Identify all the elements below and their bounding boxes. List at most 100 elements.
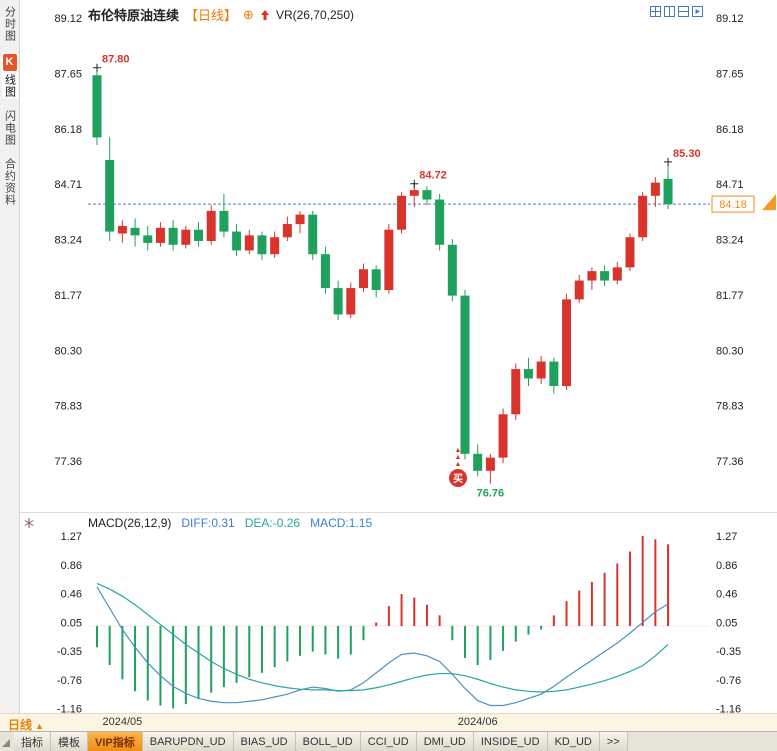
candle-body: [308, 214, 318, 255]
macd-axis-label: 0.86: [716, 560, 737, 572]
sidebar-item-3[interactable]: 闪电图: [3, 110, 16, 146]
tab-BOLL_UD[interactable]: BOLL_UD: [295, 732, 361, 751]
vertical-split-layout-icon[interactable]: [664, 6, 675, 17]
price-annotation: 76.76: [477, 488, 505, 500]
macd-title[interactable]: MACD(26,12,9): [88, 516, 172, 530]
tab-指标[interactable]: 指标: [14, 732, 51, 751]
macd-axis-label: 0.05: [716, 617, 737, 629]
macd-axis-label: 0.86: [61, 560, 82, 572]
tab-VIP指标[interactable]: VIP指标: [88, 732, 143, 751]
tab->>[interactable]: >>: [599, 732, 628, 751]
candle-body: [397, 195, 407, 230]
timeframe-arrow-icon: ▲: [35, 721, 44, 731]
price-axis-label: 87.65: [716, 68, 744, 80]
price-axis-label: 77.36: [54, 456, 82, 468]
indicator-icon[interactable]: [24, 518, 34, 528]
price-axis-label: 86.18: [716, 124, 744, 136]
candle-body: [422, 190, 432, 200]
buy-arrow-icon: ▲: [455, 447, 462, 454]
price-axis-label: 80.30: [54, 345, 82, 357]
macd-axis-label: -0.35: [57, 646, 82, 658]
price-axis-label: 83.24: [54, 235, 82, 247]
horizontal-split-layout-icon[interactable]: [678, 6, 689, 17]
sidebar-item-2[interactable]: K 线图: [1, 54, 18, 98]
candle-body: [549, 361, 559, 387]
candle-body: [194, 229, 204, 242]
candle-body: [358, 269, 368, 289]
candle-body: [105, 160, 115, 232]
price-axis-label: 83.24: [716, 235, 744, 247]
sidebar-item-4[interactable]: 合约资料: [3, 158, 16, 206]
price-axis-label: 78.83: [716, 401, 744, 413]
alert-arrow-icon: [260, 9, 270, 21]
chart-header: 布伦特原油连续 【日线】 ⊕ VR(26,70,250): [88, 5, 354, 24]
tab-BIAS_UD[interactable]: BIAS_UD: [233, 732, 296, 751]
price-axis-label: 84.71: [716, 179, 744, 191]
date-axis-label: 2024/06: [457, 716, 498, 728]
candle-body: [181, 229, 191, 245]
tab-CCI_UD[interactable]: CCI_UD: [360, 732, 417, 751]
sidebar-item-label: 线图: [3, 74, 16, 98]
candle-body: [168, 227, 178, 245]
candle-body: [409, 190, 419, 196]
grid-layout-icon[interactable]: [650, 6, 661, 17]
price-axis-label: 86.18: [54, 124, 82, 136]
candle-body: [143, 235, 153, 243]
candle-body: [650, 182, 660, 196]
buy-arrow-icon: ▲: [455, 461, 462, 468]
candle-body: [663, 178, 673, 205]
add-indicator-icon[interactable]: ⊕: [243, 6, 254, 22]
timeframe-selector[interactable]: 日线 ▲: [8, 716, 44, 733]
candle-body: [523, 369, 533, 379]
price-axis-label: 78.83: [54, 401, 82, 413]
timeframe-label: 日线: [8, 718, 33, 732]
tab-BARUPDN_UD[interactable]: BARUPDN_UD: [142, 732, 234, 751]
candle-body: [574, 280, 584, 300]
chart-area: 89.12 89.12 87.65 87.65 86.18 86.18 84.71 84.71…: [20, 0, 777, 715]
price-axis-label: 81.77: [54, 290, 82, 302]
tab-KD_UD[interactable]: KD_UD: [547, 732, 600, 751]
candle-body: [92, 75, 102, 138]
sidebar-item-1[interactable]: 分时图: [3, 6, 16, 42]
candle-body: [473, 453, 483, 471]
bottom-tab-bar: 指标 模板 VIP指标 BARUPDN_UD BIAS_UD BOLL_UD CCI_UD D…: [0, 731, 777, 751]
candle-body: [257, 235, 267, 255]
period-label[interactable]: 【日线】: [185, 8, 238, 23]
expand-layout-icon[interactable]: [692, 6, 703, 17]
price-axis-label: 77.36: [716, 456, 744, 468]
tab-INSIDE_UD[interactable]: INSIDE_UD: [473, 732, 548, 751]
tab-模板[interactable]: 模板: [51, 732, 88, 751]
vr-indicator-label: VR(26,70,250): [275, 7, 354, 22]
price-axis-label: 89.12: [716, 13, 744, 25]
price-axis-label: 84.71: [54, 179, 82, 191]
price-axis-label: 81.77: [716, 290, 744, 302]
candle-body: [155, 227, 165, 243]
candle-body: [498, 414, 508, 458]
candle-body: [295, 214, 305, 225]
candle-body: [625, 237, 635, 268]
price-axis-label: 80.30: [716, 345, 744, 357]
candle-body: [320, 254, 330, 289]
price-axis-label: 89.12: [54, 13, 82, 25]
macd-dea-value: DEA:-0.26: [244, 516, 301, 530]
date-axis-label: 2024/05: [102, 716, 143, 728]
candle-body: [232, 231, 242, 251]
macd-axis-label: -1.16: [716, 703, 741, 715]
candle-body: [117, 225, 127, 234]
xaxis-strip: 日线 ▲ 2024/05 2024/06: [0, 713, 777, 733]
candle-body: [511, 369, 521, 415]
candle-body: [333, 288, 343, 315]
candle-body: [282, 224, 292, 238]
candle-body: [485, 457, 495, 471]
candle-body: [371, 269, 381, 290]
macd-macd-value: MACD:1.15: [310, 516, 373, 530]
macd-diff-line: [96, 586, 669, 707]
candle-body: [384, 229, 394, 290]
macd-header: MACD(26,12,9) DIFF:0.31 DEA:-0.26 MACD:1…: [88, 516, 372, 530]
tab-DMI_UD[interactable]: DMI_UD: [416, 732, 474, 751]
current-price-tag: [711, 195, 755, 213]
candle-body: [219, 210, 229, 232]
current-price-marker: [762, 194, 776, 211]
main-chart-svg[interactable]: 89.12 89.12 87.65 87.65 86.18 86.18 84.71 84.71…: [20, 0, 777, 715]
